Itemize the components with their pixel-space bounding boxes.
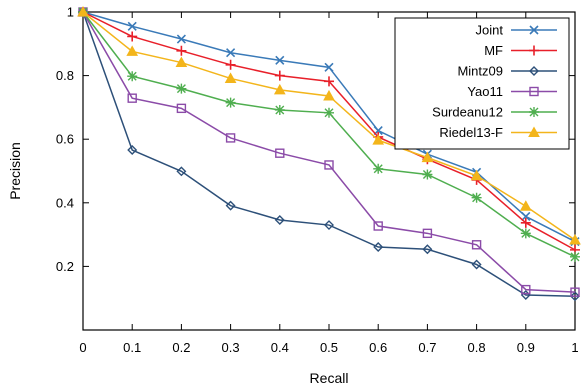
data-point-riedel13-f	[126, 45, 139, 56]
data-point-mintz09	[176, 166, 187, 177]
legend-label-mintz09: Mintz09	[457, 64, 503, 79]
data-point-surdeanu12	[570, 251, 580, 262]
data-point-mintz09	[373, 242, 384, 252]
x-axis-label: Recall	[310, 370, 349, 386]
data-point-mintz09	[127, 145, 138, 156]
data-point-riedel13-f	[519, 200, 532, 211]
data-point-surdeanu12	[520, 228, 531, 239]
data-point-riedel13-f	[224, 72, 237, 83]
data-point-surdeanu12	[373, 163, 384, 174]
y-tick-label: 0.8	[56, 68, 74, 83]
legend-label-joint: Joint	[476, 23, 504, 38]
legend-label-riedel13-f: Riedel13-F	[439, 125, 503, 140]
data-point-mintz09	[225, 200, 236, 211]
data-point-mintz09	[570, 291, 580, 302]
y-tick-label: 1	[67, 5, 74, 20]
y-tick-label: 0.4	[56, 195, 74, 210]
data-point-riedel13-f	[273, 83, 286, 95]
data-point-yao11	[324, 160, 334, 170]
series-surdeanu12	[78, 7, 580, 262]
data-point-surdeanu12	[324, 107, 334, 118]
series-riedel13-f	[77, 5, 581, 245]
legend-marker-riedel13-f	[528, 126, 540, 137]
data-point-mintz09	[274, 214, 285, 225]
data-point-mf	[176, 45, 187, 56]
series-mintz09	[78, 7, 580, 302]
legend-marker-yao11	[529, 86, 539, 97]
y-axis-label: Precision	[7, 142, 23, 200]
data-point-yao11	[275, 148, 285, 158]
data-point-mf	[520, 217, 531, 228]
x-tick-label: 1	[571, 340, 578, 355]
x-tick-label: 0.7	[418, 340, 436, 355]
data-point-mf	[225, 59, 236, 70]
y-tick-label: 0.6	[56, 132, 74, 147]
data-point-yao11	[176, 103, 187, 114]
x-tick-label: 0.8	[468, 340, 486, 355]
axis-ticks: 0 0.1 0.2 0.3 0.4 0.5 0.6 0.7 0.8 0.9 1 0.2 0.4 0.6 0.…	[56, 5, 579, 356]
data-point-yao11	[127, 93, 137, 103]
data-point-riedel13-f	[372, 134, 385, 145]
data-point-mintz09	[324, 220, 334, 231]
x-tick-label: 0.9	[517, 340, 535, 355]
data-point-riedel13-f	[569, 233, 581, 245]
data-point-mf	[127, 31, 138, 42]
series-line-yao11	[82, 11, 576, 293]
data-point-mf	[324, 76, 334, 87]
legend-marker-mintz09	[529, 66, 539, 76]
data-point-surdeanu12	[176, 83, 187, 94]
legend-marker-surdeanu12	[529, 107, 539, 117]
series-line-mintz09	[82, 11, 576, 298]
data-point-surdeanu12	[422, 169, 433, 180]
legend-label-mf: MF	[484, 43, 503, 58]
data-point-joint	[226, 48, 236, 58]
x-tick-label: 0.1	[123, 340, 141, 355]
data-point-joint	[275, 55, 285, 65]
legend-label-yao11: Yao11	[467, 84, 503, 99]
legend-label-surdeanu12: Surdeanu12	[432, 105, 503, 120]
legend: Joint MF Mintz09 Yao11 Surdeanu12 Riedel13-F	[394, 17, 570, 150]
data-point-yao11	[471, 240, 482, 250]
data-point-yao11	[225, 133, 236, 143]
x-tick-label: 0	[79, 340, 86, 355]
data-point-riedel13-f	[323, 89, 335, 101]
data-point-riedel13-f	[421, 151, 434, 163]
data-point-yao11	[521, 284, 531, 295]
data-point-joint	[127, 21, 137, 31]
legend-box	[394, 17, 570, 150]
data-point-mf	[274, 70, 285, 81]
x-tick-label: 0.6	[369, 340, 387, 355]
data-point-riedel13-f	[77, 5, 89, 17]
legend-marker-joint	[529, 25, 539, 35]
x-tick-label: 0.3	[222, 340, 240, 355]
data-point-joint	[176, 34, 186, 44]
legend-marker-mf	[529, 45, 539, 56]
data-point-mintz09	[422, 244, 433, 255]
y-tick-label: 0.2	[56, 259, 74, 274]
series-yao11	[78, 7, 580, 297]
data-point-surdeanu12	[225, 97, 236, 108]
data-point-surdeanu12	[274, 104, 285, 115]
data-point-joint	[521, 211, 531, 222]
data-point-mintz09	[471, 259, 482, 270]
x-tick-label: 0.4	[271, 340, 289, 355]
x-tick-label: 0.2	[172, 340, 190, 355]
x-tick-label: 0.5	[320, 340, 338, 355]
data-point-riedel13-f	[175, 56, 188, 68]
data-point-yao11	[373, 221, 383, 231]
series-layer	[77, 5, 581, 302]
data-point-yao11	[570, 287, 580, 297]
data-point-surdeanu12	[471, 192, 482, 203]
data-point-yao11	[422, 228, 433, 239]
data-point-surdeanu12	[127, 71, 138, 82]
data-point-joint	[324, 62, 334, 72]
data-point-riedel13-f	[470, 169, 483, 181]
